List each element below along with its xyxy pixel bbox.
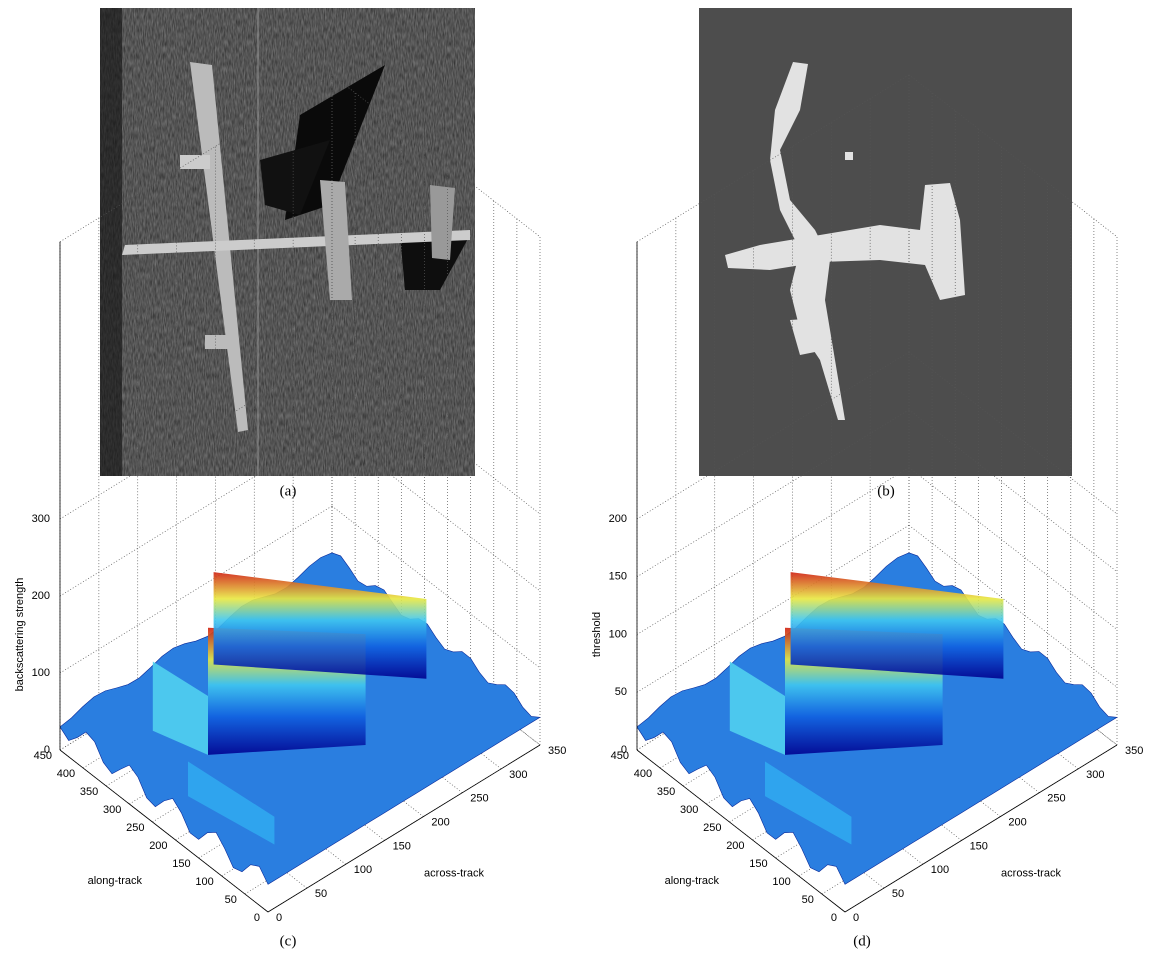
z-tick-label: 100 xyxy=(32,667,50,679)
y-tick-label: 0 xyxy=(276,912,282,924)
x-tick-label: 100 xyxy=(772,876,790,888)
x-tick-label: 100 xyxy=(195,876,213,888)
x-tick-label: 350 xyxy=(80,786,98,798)
figure: (a) (b) 05010015020025030035040045005010… xyxy=(0,0,1152,957)
y-tick-label: 150 xyxy=(970,840,988,852)
x-tick-label: 150 xyxy=(172,858,190,870)
x-tick-label: 0 xyxy=(254,912,260,924)
y-tick-label: 50 xyxy=(892,888,904,900)
x-tick-label: 50 xyxy=(225,894,237,906)
y-tick-label: 350 xyxy=(548,745,566,757)
y-tick-label: 100 xyxy=(354,864,372,876)
z-axis-label: backscattering strength xyxy=(14,578,26,692)
z-tick-label: 0 xyxy=(621,744,627,756)
z-tick-label: 100 xyxy=(609,628,627,640)
sonar-image xyxy=(100,8,475,476)
x-tick-label: 400 xyxy=(57,768,75,780)
y-tick-label: 250 xyxy=(1047,793,1065,805)
y-tick-label: 50 xyxy=(315,888,327,900)
surface-peak xyxy=(791,572,1004,679)
x-tick-label: 150 xyxy=(749,858,767,870)
z-axis-label: threshold xyxy=(591,612,603,657)
caption: (d) xyxy=(853,933,871,949)
x-tick-label: 250 xyxy=(126,822,144,834)
caption: (a) xyxy=(280,483,297,499)
x-axis-label: along-track xyxy=(88,875,143,887)
x-tick-label: 400 xyxy=(634,768,652,780)
caption: (b) xyxy=(877,483,895,499)
x-tick-label: 300 xyxy=(680,804,698,816)
y-tick-label: 150 xyxy=(393,840,411,852)
z-tick-label: 200 xyxy=(32,590,50,602)
y-tick-label: 350 xyxy=(1125,745,1143,757)
caption: (c) xyxy=(280,933,297,949)
x-tick-label: 250 xyxy=(703,822,721,834)
x-tick-label: 200 xyxy=(726,840,744,852)
y-tick-label: 300 xyxy=(509,769,527,781)
z-tick-label: 150 xyxy=(609,571,627,583)
y-tick-label: 200 xyxy=(431,816,449,828)
x-tick-label: 350 xyxy=(657,786,675,798)
y-axis-label: across-track xyxy=(1001,867,1061,879)
x-tick-label: 50 xyxy=(802,894,814,906)
y-tick-label: 300 xyxy=(1086,769,1104,781)
surface-peak xyxy=(214,572,427,679)
z-tick-label: 50 xyxy=(615,686,627,698)
x-tick-label: 300 xyxy=(103,804,121,816)
z-tick-label: 0 xyxy=(44,744,50,756)
z-tick-label: 200 xyxy=(609,513,627,525)
y-tick-label: 250 xyxy=(470,793,488,805)
y-axis-label: across-track xyxy=(424,867,484,879)
segmentation-image xyxy=(699,8,1072,476)
y-tick-label: 100 xyxy=(931,864,949,876)
x-tick-label: 0 xyxy=(831,912,837,924)
y-tick-label: 0 xyxy=(853,912,859,924)
x-tick-label: 200 xyxy=(149,840,167,852)
z-tick-label: 300 xyxy=(32,513,50,525)
x-axis-label: along-track xyxy=(665,875,720,887)
y-tick-label: 200 xyxy=(1008,816,1026,828)
